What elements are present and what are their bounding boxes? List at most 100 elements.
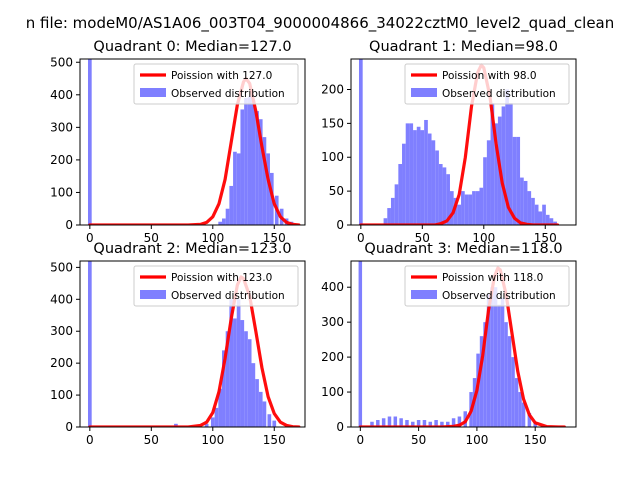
x-tick-label: 0: [86, 231, 94, 245]
histogram-bar: [87, 261, 92, 427]
quadrant-0-panel: 0 50 100 150 0 100 200 300 400 500 Quadrant 0: Med…: [50, 39, 306, 245]
legend-hist-swatch: [140, 88, 166, 97]
histogram-bar: [504, 322, 508, 427]
legend-box: [404, 63, 570, 105]
histogram-bar: [457, 204, 462, 225]
histogram-bar: [449, 191, 454, 225]
plot-content: [358, 59, 560, 225]
histogram-bar: [416, 420, 421, 427]
y-tick-label: 400: [50, 292, 73, 306]
histogram-bar: [508, 103, 513, 225]
histogram-bar: [236, 299, 241, 427]
histogram-bar: [358, 59, 363, 225]
y-tick-label: 300: [50, 324, 73, 338]
histogram-bar: [262, 137, 267, 225]
legend-box: [133, 63, 299, 105]
axes-frame: [350, 260, 577, 428]
histogram-bar: [255, 111, 259, 225]
histogram-bar: [422, 420, 427, 427]
x-tick-label: 50: [415, 231, 430, 245]
histogram-bar: [251, 363, 256, 427]
axes-frame: [79, 260, 306, 428]
histogram-bar: [394, 184, 399, 225]
legend-hist-label: Observed distribution: [171, 290, 285, 302]
histogram-bar: [534, 204, 539, 225]
legend: Poission with 118.0 Observed distribution: [404, 265, 570, 307]
histogram-bar: [486, 140, 491, 225]
x-tick-label: 150: [263, 231, 286, 245]
y-tick-label: 400: [321, 280, 344, 294]
histogram-bar: [398, 164, 403, 225]
histogram-bar: [413, 130, 417, 225]
quadrant-title: Quadrant 2: Median=123.0: [93, 241, 291, 257]
histogram-bar: [461, 191, 465, 225]
histogram-bar: [440, 421, 444, 427]
x-tick-label: 150: [534, 231, 557, 245]
histogram-bar: [240, 320, 245, 427]
x-tick-label: 50: [411, 433, 426, 447]
histogram-bar: [493, 287, 498, 427]
histogram-bar: [258, 119, 263, 225]
histogram-bar: [538, 211, 543, 225]
histogram-bar: [405, 123, 410, 225]
quadrant-title: Quadrant 3: Median=118.0: [364, 241, 562, 257]
x-tick-label: 0: [357, 231, 365, 245]
legend-fit-label: Poission with 123.0: [171, 272, 272, 284]
y-tick-label: 0: [336, 218, 344, 232]
histogram-bar: [247, 339, 252, 427]
histogram-bar: [531, 197, 535, 225]
legend-hist-swatch: [411, 290, 437, 299]
x-tick-label: 100: [201, 433, 224, 447]
histogram-bar: [251, 99, 256, 225]
plot-content: [87, 261, 301, 427]
histogram-bar: [494, 123, 498, 225]
histogram-bar: [511, 357, 515, 427]
histogram-bar: [390, 197, 395, 225]
histogram-bar: [225, 331, 230, 427]
histogram-bar: [435, 150, 439, 225]
legend-hist-swatch: [140, 290, 166, 299]
legend: Poission with 123.0 Observed distribution: [133, 265, 299, 307]
y-tick-label: 100: [321, 385, 344, 399]
histogram-bar: [428, 421, 433, 427]
x-tick-label: 150: [524, 433, 547, 447]
legend-hist-label: Observed distribution: [442, 88, 556, 100]
histogram-bar: [464, 194, 469, 225]
histogram-bar: [399, 418, 403, 427]
histogram-bar: [420, 130, 425, 225]
legend-hist-label: Observed distribution: [171, 88, 285, 100]
histogram-bar: [383, 218, 388, 225]
histogram-bar: [490, 103, 495, 225]
axes-frame: [350, 58, 577, 226]
histogram-bar: [542, 204, 546, 225]
legend-hist-swatch: [411, 88, 437, 97]
histogram-bar: [233, 151, 237, 225]
histogram-bar: [214, 407, 219, 427]
y-tick-label: 100: [50, 388, 73, 402]
histogram-bar: [553, 221, 557, 225]
histogram-bar: [236, 153, 241, 225]
histogram-bar: [358, 261, 363, 427]
legend-fit-label: Poission with 118.0: [442, 272, 543, 284]
histogram-bar: [218, 221, 223, 225]
histogram-bar: [266, 153, 270, 225]
histogram-bar: [424, 119, 428, 225]
histogram-bar: [527, 413, 532, 427]
legend-box: [404, 265, 570, 307]
histogram-bar: [453, 197, 458, 225]
histogram-bar: [475, 191, 480, 225]
y-tick-label: 150: [321, 116, 344, 130]
x-tick-label: 50: [144, 231, 159, 245]
histogram-bar: [505, 89, 509, 225]
histogram-bar: [523, 180, 528, 225]
y-tick-label: 200: [321, 82, 344, 96]
histogram-bar: [446, 421, 450, 427]
histogram-bar: [272, 420, 277, 427]
y-tick-label: 200: [50, 153, 73, 167]
histogram-bar: [472, 191, 476, 225]
y-tick-label: 0: [65, 420, 73, 434]
legend-fit-label: Poission with 127.0: [171, 70, 272, 82]
quadrant-title: Quadrant 0: Median=127.0: [93, 39, 291, 55]
histogram-bar: [262, 401, 267, 427]
histogram-bar: [409, 123, 414, 225]
